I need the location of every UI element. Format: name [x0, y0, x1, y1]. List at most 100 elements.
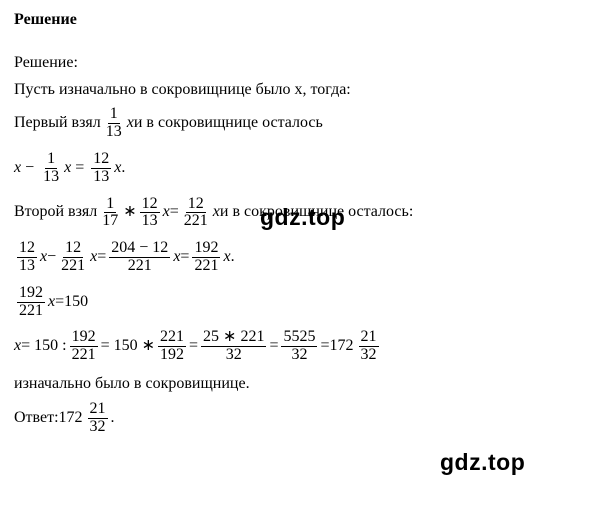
fraction-1-13: 1 13: [104, 106, 124, 141]
watermark-text: gdz.top: [260, 203, 345, 233]
page-heading: Решение: [14, 10, 577, 31]
fraction: 192 221: [192, 240, 220, 275]
variable-x: x: [40, 247, 47, 268]
whole-part: 172: [330, 336, 354, 357]
dot: .: [231, 247, 235, 268]
numerator: 1: [45, 151, 57, 169]
mixed-number: 172 21 32: [59, 401, 111, 436]
fraction: 5525 32: [281, 329, 317, 364]
denominator: 221: [182, 213, 210, 230]
line-equation-2: 12 13 x − 12 221 x = 204 − 12 221 x = 19…: [14, 240, 577, 275]
variable-x: x: [223, 247, 230, 268]
minus-op: −: [47, 247, 56, 268]
line-conclusion: изначально было в сокровищнице.: [14, 374, 577, 395]
numerator: 192: [192, 240, 220, 258]
dot: .: [111, 408, 115, 429]
fraction: 12 221: [182, 196, 210, 231]
fraction: 221 192: [158, 329, 186, 364]
variable-x: x: [90, 247, 97, 268]
equals-op: =: [97, 247, 106, 268]
line-intro: Пусть изначально в сокровищнице было x, …: [14, 80, 577, 101]
numerator: 12: [63, 240, 83, 258]
value: 150: [64, 292, 88, 313]
numerator: 5525: [281, 329, 317, 347]
denominator: 32: [359, 347, 379, 364]
numerator: 192: [17, 285, 45, 303]
equals-op: =: [55, 292, 64, 313]
denominator: 221: [192, 258, 220, 275]
fraction: 25 ∗ 221 32: [201, 329, 266, 364]
line-resheniye: Решение:: [14, 53, 577, 74]
text-post: и в сокровищнице осталось: [134, 113, 323, 134]
denominator: 221: [59, 258, 87, 275]
fraction: 192 221: [70, 329, 98, 364]
equals-op: =: [189, 336, 198, 357]
text-pre: Второй взял: [14, 202, 97, 223]
answer-label: Ответ:: [14, 408, 59, 429]
variable-x: x: [173, 247, 180, 268]
variable-x: x: [114, 158, 121, 179]
denominator: 221: [126, 258, 154, 275]
watermark-text: gdz.top: [440, 448, 525, 478]
denominator: 192: [158, 347, 186, 364]
minus-op: −: [25, 158, 34, 179]
fraction: 21 32: [88, 401, 108, 436]
denominator: 13: [91, 169, 111, 186]
numerator: 204 − 12: [109, 240, 170, 258]
whole-part: 172: [59, 408, 83, 429]
variable-x: x: [127, 113, 134, 134]
variable-x: x: [163, 202, 170, 223]
fraction: 12 13: [140, 196, 160, 231]
denominator: 13: [104, 124, 124, 141]
fraction: 21 32: [359, 329, 379, 364]
line-first-took: Первый взял 1 13 x и в сокровищнице оста…: [14, 106, 577, 141]
line-answer: Ответ: 172 21 32 .: [14, 401, 577, 436]
denominator: 32: [88, 419, 108, 436]
equals-op: =: [170, 202, 179, 223]
fraction: 12 221: [59, 240, 87, 275]
mixed-number: 172 21 32: [330, 329, 382, 364]
denominator: 17: [100, 213, 120, 230]
fraction: 1 17: [100, 196, 120, 231]
denominator: 13: [17, 258, 37, 275]
numerator: 12: [186, 196, 206, 214]
equals-op: =: [320, 336, 329, 357]
denominator: 221: [70, 347, 98, 364]
numerator: 12: [91, 151, 111, 169]
numerator: 25 ∗ 221: [201, 329, 266, 347]
text: = 150 :: [21, 336, 66, 357]
asterisk-op: ∗: [123, 202, 136, 223]
numerator: 12: [17, 240, 37, 258]
equals-op: =: [180, 247, 189, 268]
line-equation-1: x − 1 13 x = 12 13 x .: [14, 151, 577, 186]
numerator: 21: [88, 401, 108, 419]
variable-x: x: [14, 336, 21, 357]
denominator: 32: [289, 347, 309, 364]
numerator: 12: [140, 196, 160, 214]
text-pre: Первый взял: [14, 113, 101, 134]
line-equation-3: 192 221 x = 150: [14, 285, 577, 320]
denominator: 221: [17, 303, 45, 320]
equals-op: =: [269, 336, 278, 357]
equals-op: =: [75, 158, 84, 179]
numerator: 1: [104, 196, 116, 214]
fraction: 12 13: [91, 151, 111, 186]
denominator: 13: [140, 213, 160, 230]
numerator: 1: [108, 106, 120, 124]
numerator: 21: [359, 329, 379, 347]
fraction: 12 13: [17, 240, 37, 275]
denominator: 13: [41, 169, 61, 186]
variable-x: x: [48, 292, 55, 313]
text: = 150 ∗: [101, 336, 155, 357]
variable-x: x: [64, 158, 71, 179]
line-equation-4: x = 150 : 192 221 = 150 ∗ 221 192 = 25 ∗…: [14, 329, 577, 364]
variable-x: x: [213, 202, 220, 223]
variable-x: x: [14, 158, 21, 179]
dot: .: [121, 158, 125, 179]
fraction: 204 − 12 221: [109, 240, 170, 275]
numerator: 192: [70, 329, 98, 347]
fraction: 1 13: [41, 151, 61, 186]
fraction: 192 221: [17, 285, 45, 320]
denominator: 32: [224, 347, 244, 364]
numerator: 221: [158, 329, 186, 347]
